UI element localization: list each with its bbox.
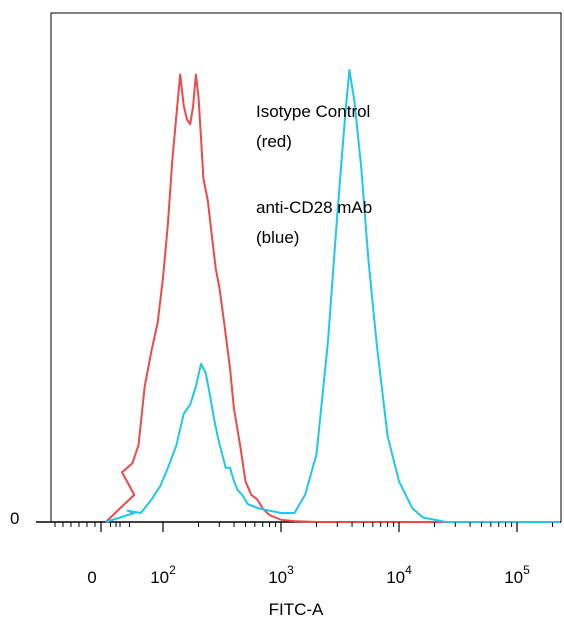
legend-annotation-line: Isotype Control <box>256 102 370 121</box>
plot-border <box>50 12 562 522</box>
x-tick-label: 102 <box>150 563 176 587</box>
legend-annotation-line: (blue) <box>256 228 299 247</box>
y-tick-label-zero: 0 <box>10 509 19 528</box>
x-tick-label: 105 <box>504 563 530 587</box>
legend-annotation-line: (red) <box>256 132 292 151</box>
x-tick-label: 0 <box>87 568 96 587</box>
legend-annotation: Isotype Control (red) anti-CD28 mAb (blue) <box>256 102 372 247</box>
anti-cd28-trace <box>105 69 560 523</box>
x-axis-title: FITC-A <box>269 600 324 619</box>
histogram-traces <box>105 69 560 523</box>
x-tick-label: 104 <box>386 563 412 587</box>
isotype-control-trace <box>105 73 517 523</box>
plot-frame <box>36 12 562 523</box>
legend-annotation-line: anti-CD28 mAb <box>256 198 372 217</box>
x-tick-label: 103 <box>268 563 294 587</box>
x-axis-ticks: 0 102 103 104 105 <box>54 522 554 587</box>
